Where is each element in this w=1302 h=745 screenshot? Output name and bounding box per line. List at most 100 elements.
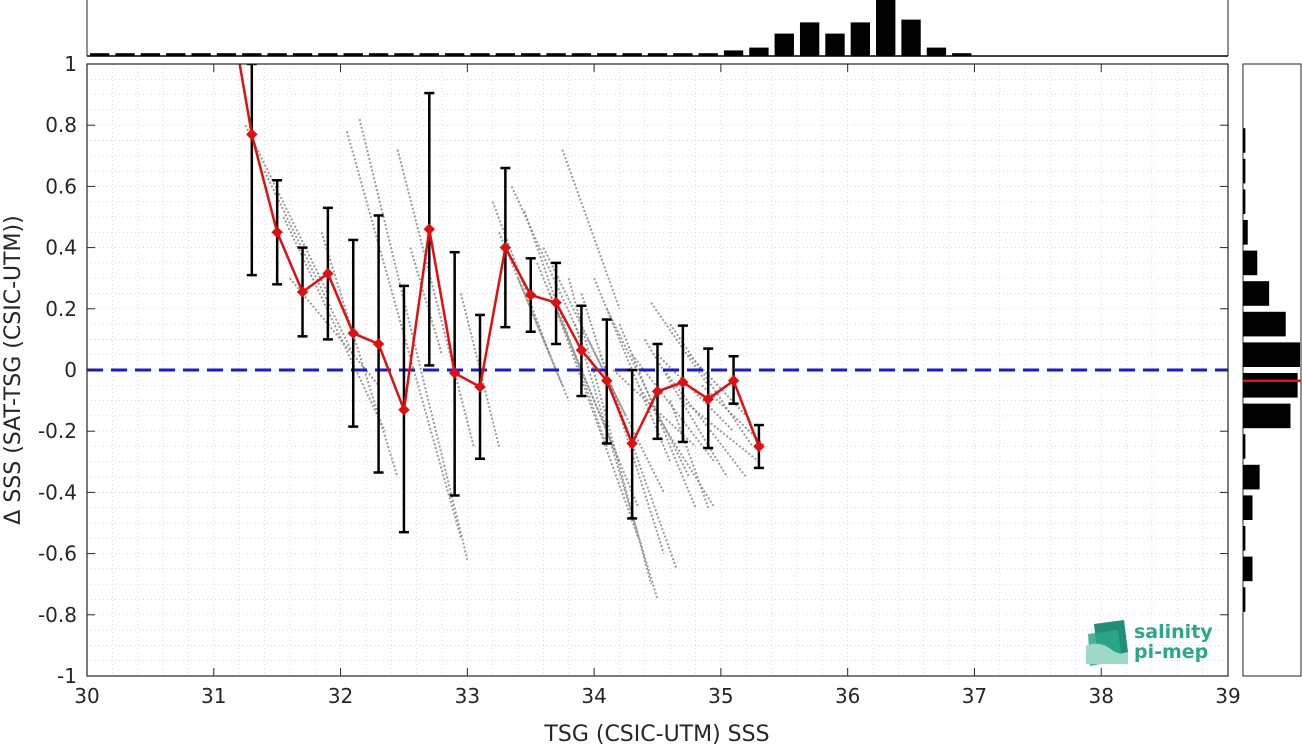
top-histogram-bar <box>419 53 439 56</box>
top-histogram-bar <box>191 53 211 56</box>
right-histogram-bar <box>1243 373 1298 398</box>
mean-point <box>296 286 309 298</box>
logo-line2: pi-mep <box>1134 641 1208 663</box>
scatter-streak <box>650 302 710 386</box>
top-histogram-bar <box>90 53 110 56</box>
top-histogram-bar <box>698 53 718 56</box>
right-histogram-bar <box>1243 495 1253 520</box>
scatter-streak <box>599 354 678 570</box>
x-tick-label: 32 <box>328 684 353 708</box>
mean-series-line <box>238 64 761 447</box>
top-histogram-bar <box>495 53 516 56</box>
mean-point <box>550 296 562 309</box>
mean-point <box>601 375 613 387</box>
mean-point <box>474 381 486 393</box>
right-histogram-bar <box>1243 464 1260 490</box>
top-histogram-bar <box>774 33 794 56</box>
y-tick-label: -0.8 <box>38 603 77 627</box>
top-histogram-bar <box>723 50 744 56</box>
x-tick-labels: 30 31 32 33 34 35 36 37 38 39 <box>74 684 1240 708</box>
top-histogram-bar <box>115 53 135 56</box>
error-bars <box>246 64 764 534</box>
mean-point <box>499 241 512 254</box>
top-histogram-bar <box>622 53 642 56</box>
mean-point <box>727 375 740 387</box>
scatter-streak <box>542 247 627 417</box>
scatter-streak <box>688 354 747 417</box>
right-histogram-bar <box>1243 128 1246 153</box>
mean-point <box>246 128 258 141</box>
y-tick-label: -0.6 <box>38 542 77 566</box>
top-histogram-bar <box>926 47 947 56</box>
right-histogram-bar <box>1243 220 1248 245</box>
scatter-streak <box>282 216 386 432</box>
mean-point <box>448 367 461 379</box>
scatter-streak <box>289 277 380 386</box>
scatter-streak <box>656 353 735 432</box>
scatter-streak <box>669 400 710 509</box>
top-histogram-bar <box>647 53 668 56</box>
right-histogram-bar <box>1243 403 1291 429</box>
right-histogram-bar <box>1243 526 1246 551</box>
top-histogram-bar <box>166 53 186 56</box>
top-histogram-bar <box>850 22 871 56</box>
right-histogram-bar <box>1243 250 1258 276</box>
top-histogram-bar <box>368 53 389 56</box>
top-histogram-bar <box>140 53 161 56</box>
mean-point <box>575 344 588 356</box>
x-axis-title: TSG (CSIC-UTM) SSS <box>543 722 769 745</box>
right-histogram-bar <box>1243 556 1253 582</box>
y-axis-title: Δ SSS (SAT-TSG (CSIC-UTM)) <box>1 215 26 524</box>
top-histogram-bar <box>444 53 465 56</box>
mean-point <box>372 338 385 350</box>
mean-point <box>347 327 359 339</box>
scatter-streak <box>510 185 583 340</box>
top-histogram-bar <box>673 53 693 56</box>
top-histogram-bar <box>749 47 769 56</box>
mean-point <box>398 404 410 416</box>
scatter-streak <box>555 308 640 539</box>
top-histogram-bar <box>597 53 617 56</box>
right-histogram-bar <box>1243 189 1246 214</box>
x-tick-label: 30 <box>74 684 99 708</box>
y-tick-label: -1 <box>57 664 77 688</box>
logo-line1: salinity <box>1134 621 1213 643</box>
x-tick-label: 34 <box>581 684 606 708</box>
right-histogram <box>1243 128 1300 612</box>
top-histogram-bar <box>318 53 338 56</box>
right-histogram-bar <box>1243 587 1246 612</box>
top-histogram-bar <box>546 53 566 56</box>
mean-line <box>238 64 765 453</box>
x-tick-label: 35 <box>708 684 733 708</box>
scatter-streak <box>605 308 691 478</box>
x-tick-label: 38 <box>1088 684 1113 708</box>
mean-point <box>651 385 664 398</box>
y-tick-label: 0.6 <box>45 174 77 198</box>
right-histogram-bar <box>1243 281 1270 306</box>
x-tick-label: 31 <box>201 684 226 708</box>
x-tick-label: 33 <box>455 684 480 708</box>
scatter-streak <box>643 338 729 478</box>
top-histogram-bar <box>470 53 490 56</box>
top-histogram-bar <box>242 53 262 56</box>
top-histogram <box>90 0 972 57</box>
right-histogram-frame <box>1242 63 1302 677</box>
mean-point <box>753 440 765 453</box>
scatter-streak <box>586 338 665 493</box>
mean-point <box>677 376 689 388</box>
scatter-streak <box>523 210 608 447</box>
y-tick-label: 0 <box>64 358 77 382</box>
y-tick-label: 0.2 <box>45 297 77 321</box>
top-histogram-bar <box>901 19 921 57</box>
top-histogram-bar <box>343 53 363 56</box>
mean-point <box>626 437 638 450</box>
mean-point <box>322 267 334 280</box>
mean-point <box>702 393 714 405</box>
right-histogram-panel <box>1242 63 1302 677</box>
y-tick-label: 1 <box>64 52 77 76</box>
scatter-streak <box>263 170 355 356</box>
mean-point <box>525 289 537 301</box>
scatter-streak <box>548 293 640 509</box>
top-histogram-bar <box>952 53 972 56</box>
